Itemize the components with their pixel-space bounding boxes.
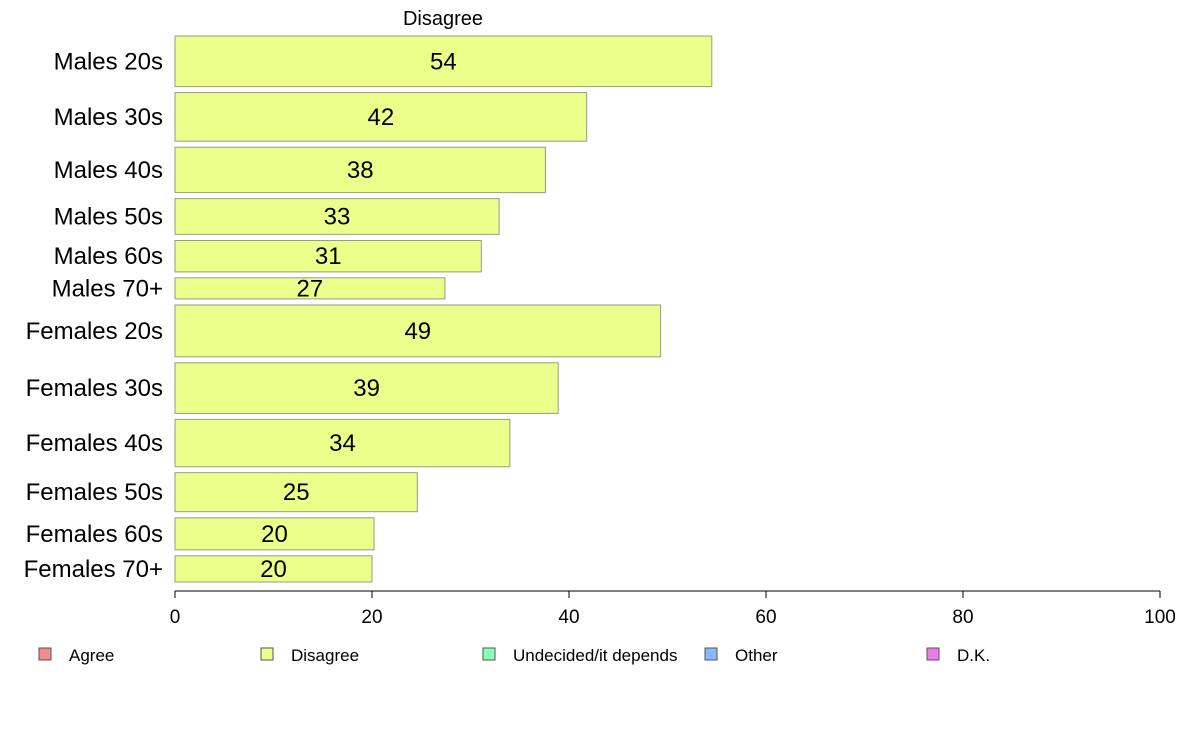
- bars-group: Males 20s 54 Males 30s 42 Males 40s 38 Males 5…: [24, 35, 713, 583]
- data-label: 34: [329, 430, 356, 457]
- category-label: Females 60s: [26, 521, 163, 548]
- data-label: 20: [261, 521, 288, 548]
- bar: [174, 418, 511, 468]
- category-label: Females 30s: [26, 375, 163, 402]
- legend-swatch: [926, 647, 940, 661]
- data-label: 33: [324, 204, 351, 231]
- data-label: 42: [368, 104, 395, 131]
- data-label: 20: [260, 556, 287, 583]
- bar: [174, 472, 418, 513]
- x-tick-label: 0: [170, 607, 181, 628]
- bar: [174, 92, 588, 142]
- category-label: Females 50s: [26, 479, 163, 506]
- legend: Agree Disagree Undecided/it depends Other D.…: [38, 646, 990, 665]
- data-label: 39: [353, 375, 380, 402]
- legend-swatch: [704, 647, 718, 661]
- bar: [174, 198, 500, 235]
- legend-swatch: [38, 647, 52, 661]
- category-label: Males 40s: [54, 157, 163, 184]
- legend-swatch: [482, 647, 496, 661]
- bar: [174, 555, 373, 583]
- category-label: Males 20s: [54, 48, 163, 75]
- data-label: 49: [404, 318, 431, 345]
- bar: [174, 517, 375, 551]
- data-label: 27: [297, 275, 324, 302]
- category-label: Females 20s: [26, 318, 163, 345]
- legend-label: Undecided/it depends: [513, 646, 677, 665]
- category-label: Males 60s: [54, 243, 163, 270]
- legend-label: Other: [735, 646, 778, 665]
- category-label: Males 30s: [54, 104, 163, 131]
- bar: [174, 362, 559, 414]
- bar: [174, 277, 446, 300]
- legend-label: Agree: [69, 646, 114, 665]
- bar: [174, 240, 482, 273]
- bar: [174, 146, 546, 194]
- legend-label: Disagree: [291, 646, 359, 665]
- x-axis: 0 20 40 60 80 100: [170, 590, 1176, 628]
- x-tick-label: 60: [755, 607, 776, 628]
- category-label: Males 50s: [54, 204, 163, 231]
- bar: [174, 304, 662, 358]
- legend-swatch: [260, 647, 274, 661]
- category-label: Females 70+: [24, 556, 163, 583]
- bar: [174, 35, 713, 88]
- category-label: Females 40s: [26, 430, 163, 457]
- chart-title: Disagree: [403, 8, 483, 30]
- legend-label: D.K.: [957, 646, 990, 665]
- x-tick-label: 40: [558, 607, 579, 628]
- data-label: 54: [430, 48, 457, 75]
- category-label: Males 70+: [52, 275, 163, 302]
- x-tick-label: 100: [1144, 607, 1176, 628]
- data-label: 25: [283, 479, 310, 506]
- x-tick-label: 20: [361, 607, 382, 628]
- data-label: 31: [315, 243, 342, 270]
- data-label: 38: [347, 157, 374, 184]
- x-tick-label: 80: [952, 607, 973, 628]
